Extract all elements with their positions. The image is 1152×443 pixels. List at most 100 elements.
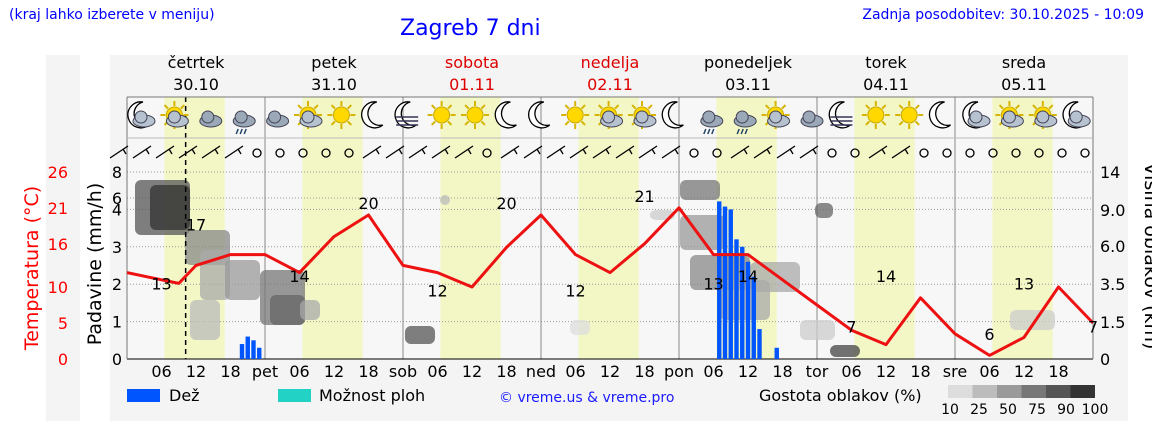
sun-cloud-icon	[160, 101, 189, 129]
cloud-density-blob	[270, 295, 305, 325]
sun-icon	[561, 101, 590, 129]
wind-barb	[385, 145, 405, 159]
region-note[interactable]: (kraj lahko izberete v meniju)	[9, 7, 215, 23]
cloud-density-swatch	[1046, 385, 1071, 398]
wind-barb-tick	[743, 148, 748, 155]
temperature-label: 6	[984, 325, 994, 344]
cloud-shape	[1069, 110, 1083, 124]
precip-tick-label: 0	[112, 350, 122, 369]
cloud-tick-label: 3.5	[1100, 275, 1125, 294]
sun-ray	[1015, 104, 1021, 110]
calm-circle	[988, 148, 998, 158]
sun-disc	[566, 106, 584, 124]
temp-tick-label: 16	[48, 235, 68, 254]
sun-ray	[564, 104, 570, 110]
sun-cloud-icon	[761, 101, 791, 129]
rain-drop	[740, 128, 744, 135]
sun-ray	[580, 120, 586, 126]
wind-barb-tick	[582, 148, 587, 155]
moon-icon	[661, 101, 684, 129]
sun-disc	[867, 106, 885, 124]
legend-storm-swatch	[278, 389, 311, 402]
x-tick-label: 18	[220, 362, 240, 381]
temperature-label: 13	[1014, 274, 1034, 293]
credit-link: © vreme.us & vreme.pro	[499, 390, 674, 406]
calm-circle	[298, 148, 308, 158]
x-tick-label: 06	[565, 362, 585, 381]
precip-tick-label: 1	[112, 313, 122, 332]
rain-drop	[703, 128, 707, 135]
sun-ray	[881, 104, 887, 110]
rain-drop	[243, 128, 247, 135]
wind-barb-tick	[444, 148, 449, 155]
wind-barb	[523, 145, 543, 159]
wind-barb-tick	[605, 148, 610, 155]
wind-barb	[362, 145, 382, 159]
day-date: 05.11	[1001, 75, 1047, 94]
legend-storm-label: Možnost ploh	[319, 386, 425, 405]
sun-ray	[898, 104, 904, 110]
temperature-label: 12	[565, 282, 585, 301]
cloud-density-blob	[150, 185, 190, 230]
x-tick-label: 06	[841, 362, 861, 381]
calm-circle	[712, 148, 722, 158]
daylight-band	[440, 97, 501, 359]
x-tick-label: 06	[427, 362, 447, 381]
moon-cloud-icon	[1062, 101, 1091, 129]
temp-tick-label: 5	[58, 314, 68, 333]
x-tick-label: pet	[252, 362, 278, 381]
wind-barb-tick	[421, 148, 426, 155]
cloud-density-title: Gostota oblakov (%)	[759, 386, 922, 405]
rain-drop	[711, 128, 715, 135]
cloud-density-swatch	[997, 385, 1022, 398]
temperature-line	[126, 206, 1095, 357]
wind-barb	[569, 145, 589, 159]
wind-barb-tick	[812, 148, 817, 155]
x-tick-label: 12	[1014, 362, 1034, 381]
moon-shape	[494, 101, 517, 129]
sun-icon	[861, 101, 890, 129]
sun-ray	[163, 104, 169, 110]
temperature-label: 14	[738, 267, 758, 286]
day-name: sobota	[445, 53, 499, 72]
cloud-density-blob	[1010, 310, 1055, 330]
cloud-density-swatch	[948, 385, 973, 398]
x-tick-label: 18	[910, 362, 930, 381]
moon-shape	[361, 101, 384, 129]
x-tick-label: 12	[462, 362, 482, 381]
precip-bar	[734, 239, 739, 359]
wind-barb	[224, 145, 244, 159]
cloud-tick-label: 14	[1100, 163, 1120, 182]
sun-disc	[433, 106, 451, 124]
wind-barb-tick	[145, 148, 150, 155]
wind-barb	[500, 145, 520, 159]
precipitation-axis-title: Padavine (mm/h)	[84, 183, 106, 346]
calm-circle	[275, 148, 285, 158]
moon-icon	[528, 101, 551, 129]
x-tick-label: ned	[526, 362, 556, 381]
x-tick-label: 12	[876, 362, 896, 381]
wind-barb-tick	[168, 148, 173, 155]
cloud-icon	[800, 110, 824, 128]
cloud-shape	[134, 110, 148, 124]
wind-barb	[408, 145, 428, 159]
x-tick-label: 12	[324, 362, 344, 381]
cloud-shape	[635, 110, 649, 124]
wind-barb	[454, 145, 474, 159]
cloud-shape	[268, 110, 282, 124]
sun-ray	[865, 104, 871, 110]
day-date: 04.11	[863, 75, 909, 94]
precip-tick-label: 8	[112, 163, 122, 182]
cloud-tick-label: 9.0	[1100, 201, 1125, 220]
x-tick-label: sob	[389, 362, 417, 381]
sun-icon	[895, 101, 924, 129]
sun-ray	[480, 120, 486, 126]
cloud-density-blob	[815, 203, 833, 218]
cloud-tick-label: 6.0	[1100, 237, 1125, 256]
sun-ray	[865, 120, 871, 126]
wind-barb-tick	[467, 148, 472, 155]
cloud-shape	[602, 110, 616, 124]
moon-icon	[494, 101, 517, 129]
temperature-axis-title: Temperatura (°C)	[21, 186, 43, 351]
